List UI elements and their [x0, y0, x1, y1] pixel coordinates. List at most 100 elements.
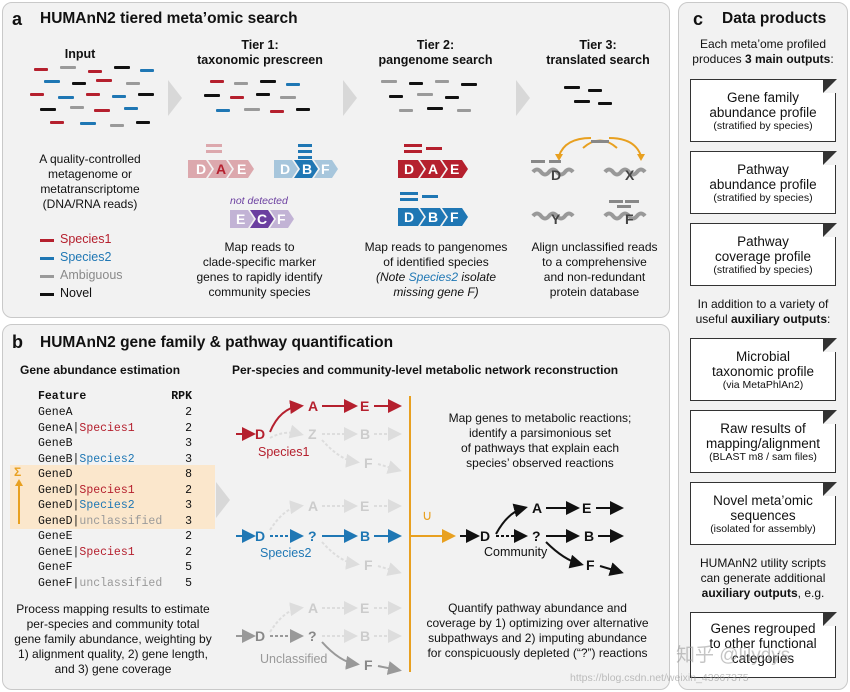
- tier1-marker-genes: D A E D B F not detected E C F: [188, 144, 338, 228]
- gene-name: GeneD: [38, 499, 73, 512]
- table-row: GeneA 2: [38, 405, 198, 421]
- gene-name: GeneE: [38, 545, 73, 559]
- input-description: A quality-controlled metagenome or metat…: [39, 152, 141, 211]
- u-node-B: B: [360, 628, 370, 644]
- stratum-separator: |: [72, 452, 80, 466]
- s2-node-E: E: [360, 498, 369, 514]
- tier2-pangenomes: D A E D B F: [398, 144, 468, 226]
- gene-name: GeneE: [38, 530, 73, 543]
- s1-node-B: B: [360, 426, 370, 442]
- s2-node-F: F: [364, 557, 373, 573]
- t1-gene-A1: A: [216, 161, 226, 177]
- rpk-value: 5: [185, 576, 192, 590]
- panel-c-label: c: [693, 9, 704, 29]
- gene-name: GeneD: [38, 483, 73, 497]
- rpk-value: 2: [185, 530, 192, 543]
- t1-gene-F2: F: [321, 161, 330, 177]
- legend-novel: Novel: [60, 286, 92, 300]
- s2-node-D: D: [255, 528, 265, 544]
- gene-name: GeneF: [38, 576, 73, 590]
- rpk-value: 3: [185, 499, 192, 512]
- gene-name: GeneD: [38, 514, 73, 528]
- legend-species1: Species1: [60, 232, 112, 246]
- t2-gene-E1: E: [450, 161, 459, 177]
- stratum-label: Species2: [79, 452, 135, 466]
- s1-node-D: D: [255, 426, 265, 442]
- c-node-Q: ?: [532, 528, 541, 544]
- utility-scripts-text: HUMAnN2 utility scripts can generate add…: [699, 556, 827, 600]
- table-row: GeneE|Species1 2: [38, 545, 198, 561]
- output-pathway-abundance: Pathway abundance profile (stratified by…: [690, 150, 837, 214]
- t1-gene-E1: E: [237, 161, 246, 177]
- stratum-label: Species1: [79, 545, 135, 559]
- metabolic-network: D A E Z B F Species1 A E D ? B F Species…: [236, 396, 624, 675]
- rpk-value: 3: [185, 514, 192, 528]
- gene-name: GeneB: [38, 452, 73, 466]
- community-label: Community: [484, 545, 548, 559]
- tier3-protein-search: D X Y F: [531, 137, 647, 227]
- t1-gene-C3: C: [257, 211, 267, 227]
- table-row: GeneD|Species1 2: [38, 483, 198, 499]
- output-pathway-coverage: Pathway coverage profile (stratified by …: [690, 222, 837, 286]
- stratum-separator: |: [72, 576, 80, 590]
- tier1-reads: [200, 80, 320, 130]
- table-row: GeneF|unclassified 5: [38, 576, 198, 592]
- t1-gene-E3: E: [236, 211, 245, 227]
- gene-name: GeneA: [38, 406, 73, 419]
- u-node-Q: ?: [308, 628, 317, 644]
- t2-gene-D1: D: [404, 161, 414, 177]
- s1-node-E: E: [360, 398, 369, 414]
- s2-node-A: A: [308, 498, 318, 514]
- legend-novel-swatch: [40, 293, 54, 296]
- stratum-separator: |: [72, 514, 80, 528]
- t1-not-detected: not detected: [230, 195, 289, 207]
- u-label: Unclassified: [260, 652, 327, 666]
- output-novel-sequences: Novel meta’omic sequences (isolated for …: [690, 481, 837, 545]
- tier1-title: Tier 1: taxonomic prescreen: [197, 38, 323, 67]
- table-row: GeneF 5: [38, 560, 198, 576]
- s1-node-F: F: [364, 455, 373, 471]
- aux-outputs-intro: In addition to a variety of useful auxil…: [695, 297, 831, 326]
- tier2-title: Tier 2: pangenome search: [378, 38, 493, 67]
- gene-name: GeneF: [38, 561, 73, 574]
- s2-node-B: B: [360, 528, 370, 544]
- legend-ambiguous: Ambiguous: [60, 268, 123, 282]
- table-row: GeneB|Species2 3: [38, 452, 198, 468]
- s1-node-A: A: [308, 398, 318, 414]
- sum-symbol: Σ: [14, 465, 22, 479]
- table-row: GeneD|unclassified 3: [38, 514, 198, 530]
- output-genes-regrouped: Genes regrouped to other functional cate…: [690, 611, 837, 678]
- watermark-url: https://blog.csdn.net/weixin_43967375: [570, 672, 749, 684]
- table-row: GeneE 2: [38, 529, 198, 545]
- quantify-description: Quantify pathway abundance and coverage …: [426, 601, 649, 660]
- network-subtitle: Per-species and community-level metaboli…: [232, 363, 619, 377]
- t1-gene-D1: D: [196, 161, 206, 177]
- t3-protein-X: X: [625, 167, 635, 183]
- legend-species1-swatch: [40, 239, 54, 242]
- input-reads: [30, 66, 160, 136]
- u-node-A: A: [308, 600, 318, 616]
- table-row: GeneD 8: [38, 467, 198, 483]
- rpk-value: 3: [185, 452, 192, 466]
- panel-b-label: b: [12, 332, 23, 352]
- t2-gene-B2: B: [428, 209, 438, 225]
- t2-gene-D2: D: [404, 209, 414, 225]
- stratum-label: Species2: [79, 499, 135, 512]
- t2-gene-A1: A: [428, 161, 438, 177]
- table-row: GeneB 3: [38, 436, 198, 452]
- stratum-separator: |: [72, 483, 80, 497]
- output-taxonomic-profile: Microbial taxonomic profile (via MetaPhl…: [690, 337, 837, 401]
- rpk-value: 2: [185, 421, 192, 435]
- panel-a-label: a: [12, 9, 23, 29]
- s1-node-Z: Z: [308, 426, 317, 442]
- s2-label: Species2: [260, 546, 311, 560]
- c-node-A: A: [532, 500, 542, 516]
- rpk-value: 3: [185, 437, 192, 450]
- stratum-label: unclassified: [79, 514, 163, 528]
- panel-b-title: HUMAnN2 gene family & pathway quantifica…: [40, 334, 394, 351]
- stratum-separator: |: [72, 545, 80, 559]
- rpk-value: 2: [185, 483, 192, 497]
- t3-protein-F: F: [625, 211, 634, 227]
- stratum-label: Species1: [79, 483, 135, 497]
- u-node-E: E: [360, 600, 369, 616]
